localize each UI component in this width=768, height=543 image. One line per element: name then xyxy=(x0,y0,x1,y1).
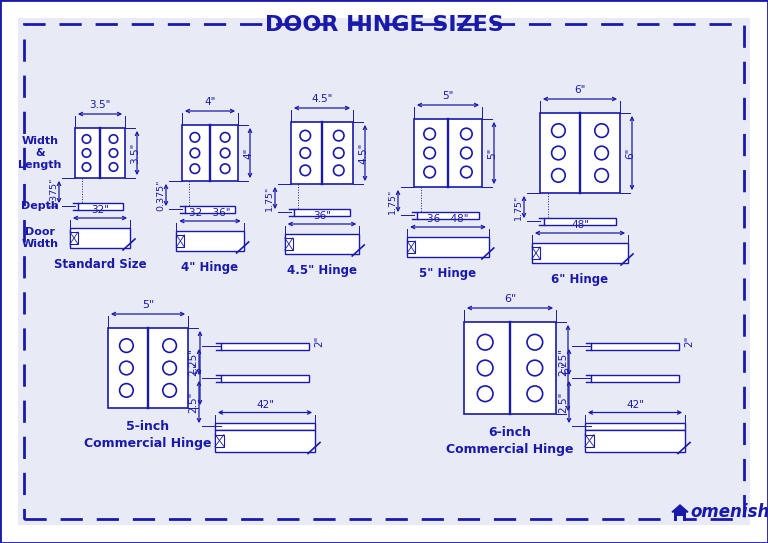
Bar xyxy=(591,343,679,350)
Text: 2.25": 2.25" xyxy=(188,348,198,376)
Text: 6": 6" xyxy=(504,294,516,304)
Bar xyxy=(544,218,616,224)
Bar xyxy=(414,119,482,187)
Bar xyxy=(215,422,315,430)
Text: Standard Size: Standard Size xyxy=(54,258,147,271)
Bar xyxy=(407,237,488,257)
Bar xyxy=(585,422,685,430)
Bar xyxy=(215,430,315,451)
Bar xyxy=(674,512,686,521)
Text: 2.25": 2.25" xyxy=(558,348,568,376)
Text: 32": 32" xyxy=(91,205,109,215)
Bar xyxy=(177,231,243,251)
Bar xyxy=(585,430,685,451)
Bar xyxy=(591,375,679,382)
Bar xyxy=(221,343,309,350)
Text: 42": 42" xyxy=(256,400,274,409)
Bar xyxy=(78,203,123,210)
Text: 4": 4" xyxy=(204,97,216,107)
Text: 5" Hinge: 5" Hinge xyxy=(419,267,477,280)
Text: 2": 2" xyxy=(684,336,694,346)
Bar xyxy=(677,516,683,521)
Bar xyxy=(182,125,238,181)
Text: 36": 36" xyxy=(313,211,331,221)
Bar xyxy=(108,328,188,408)
Text: 5-inch
Commercial Hinge: 5-inch Commercial Hinge xyxy=(84,420,212,450)
Text: 6": 6" xyxy=(574,85,586,95)
Text: 2": 2" xyxy=(314,336,324,346)
Bar xyxy=(75,128,125,178)
Text: 32 - 36": 32 - 36" xyxy=(189,208,230,218)
Bar xyxy=(532,247,540,259)
Text: 5": 5" xyxy=(487,147,497,159)
Bar xyxy=(70,228,130,248)
Text: 6-inch
Commercial Hinge: 6-inch Commercial Hinge xyxy=(446,426,574,456)
Text: 4.5": 4.5" xyxy=(311,94,333,104)
Text: 0.375": 0.375" xyxy=(156,179,165,211)
Bar xyxy=(285,238,293,250)
Text: 1.375": 1.375" xyxy=(49,176,58,207)
Bar xyxy=(177,235,184,247)
Text: 4.5" Hinge: 4.5" Hinge xyxy=(287,264,357,277)
Text: 4.5": 4.5" xyxy=(358,142,368,163)
Text: 6" Hinge: 6" Hinge xyxy=(551,273,608,286)
Text: 3.5": 3.5" xyxy=(130,142,140,163)
Text: Width
&
Length: Width & Length xyxy=(18,136,61,171)
Bar xyxy=(464,322,556,414)
Bar xyxy=(291,122,353,184)
Text: 1.75": 1.75" xyxy=(265,185,274,211)
Bar xyxy=(70,232,78,244)
Text: 1.75": 1.75" xyxy=(388,188,397,213)
Text: 3.5": 3.5" xyxy=(89,100,111,110)
Text: 5": 5" xyxy=(442,91,454,101)
Text: 2.5": 2.5" xyxy=(558,392,568,413)
Text: Depth: Depth xyxy=(22,201,59,211)
Text: 36 - 48": 36 - 48" xyxy=(427,214,468,224)
Bar xyxy=(540,113,620,193)
Text: 48": 48" xyxy=(571,220,589,230)
Text: 5": 5" xyxy=(193,362,203,374)
Text: 5": 5" xyxy=(142,300,154,310)
Bar xyxy=(221,375,309,382)
Text: 42": 42" xyxy=(626,400,644,409)
Bar xyxy=(585,434,594,446)
Text: 1.75": 1.75" xyxy=(514,194,523,219)
Text: Door
Width: Door Width xyxy=(22,227,58,249)
Bar xyxy=(417,212,478,218)
Bar xyxy=(294,209,350,216)
Bar xyxy=(215,434,224,446)
Text: 4" Hinge: 4" Hinge xyxy=(181,261,239,274)
Text: 6": 6" xyxy=(561,362,571,374)
Bar xyxy=(407,241,415,253)
Bar xyxy=(285,234,359,254)
Text: omenish: omenish xyxy=(690,503,768,521)
Bar xyxy=(185,205,235,212)
Text: 2.5": 2.5" xyxy=(188,392,198,413)
Text: 4": 4" xyxy=(243,147,253,159)
Text: 6": 6" xyxy=(625,147,635,159)
Bar xyxy=(532,243,628,263)
Polygon shape xyxy=(672,505,688,512)
Text: DOOR HINGE SIZES: DOOR HINGE SIZES xyxy=(265,15,503,35)
